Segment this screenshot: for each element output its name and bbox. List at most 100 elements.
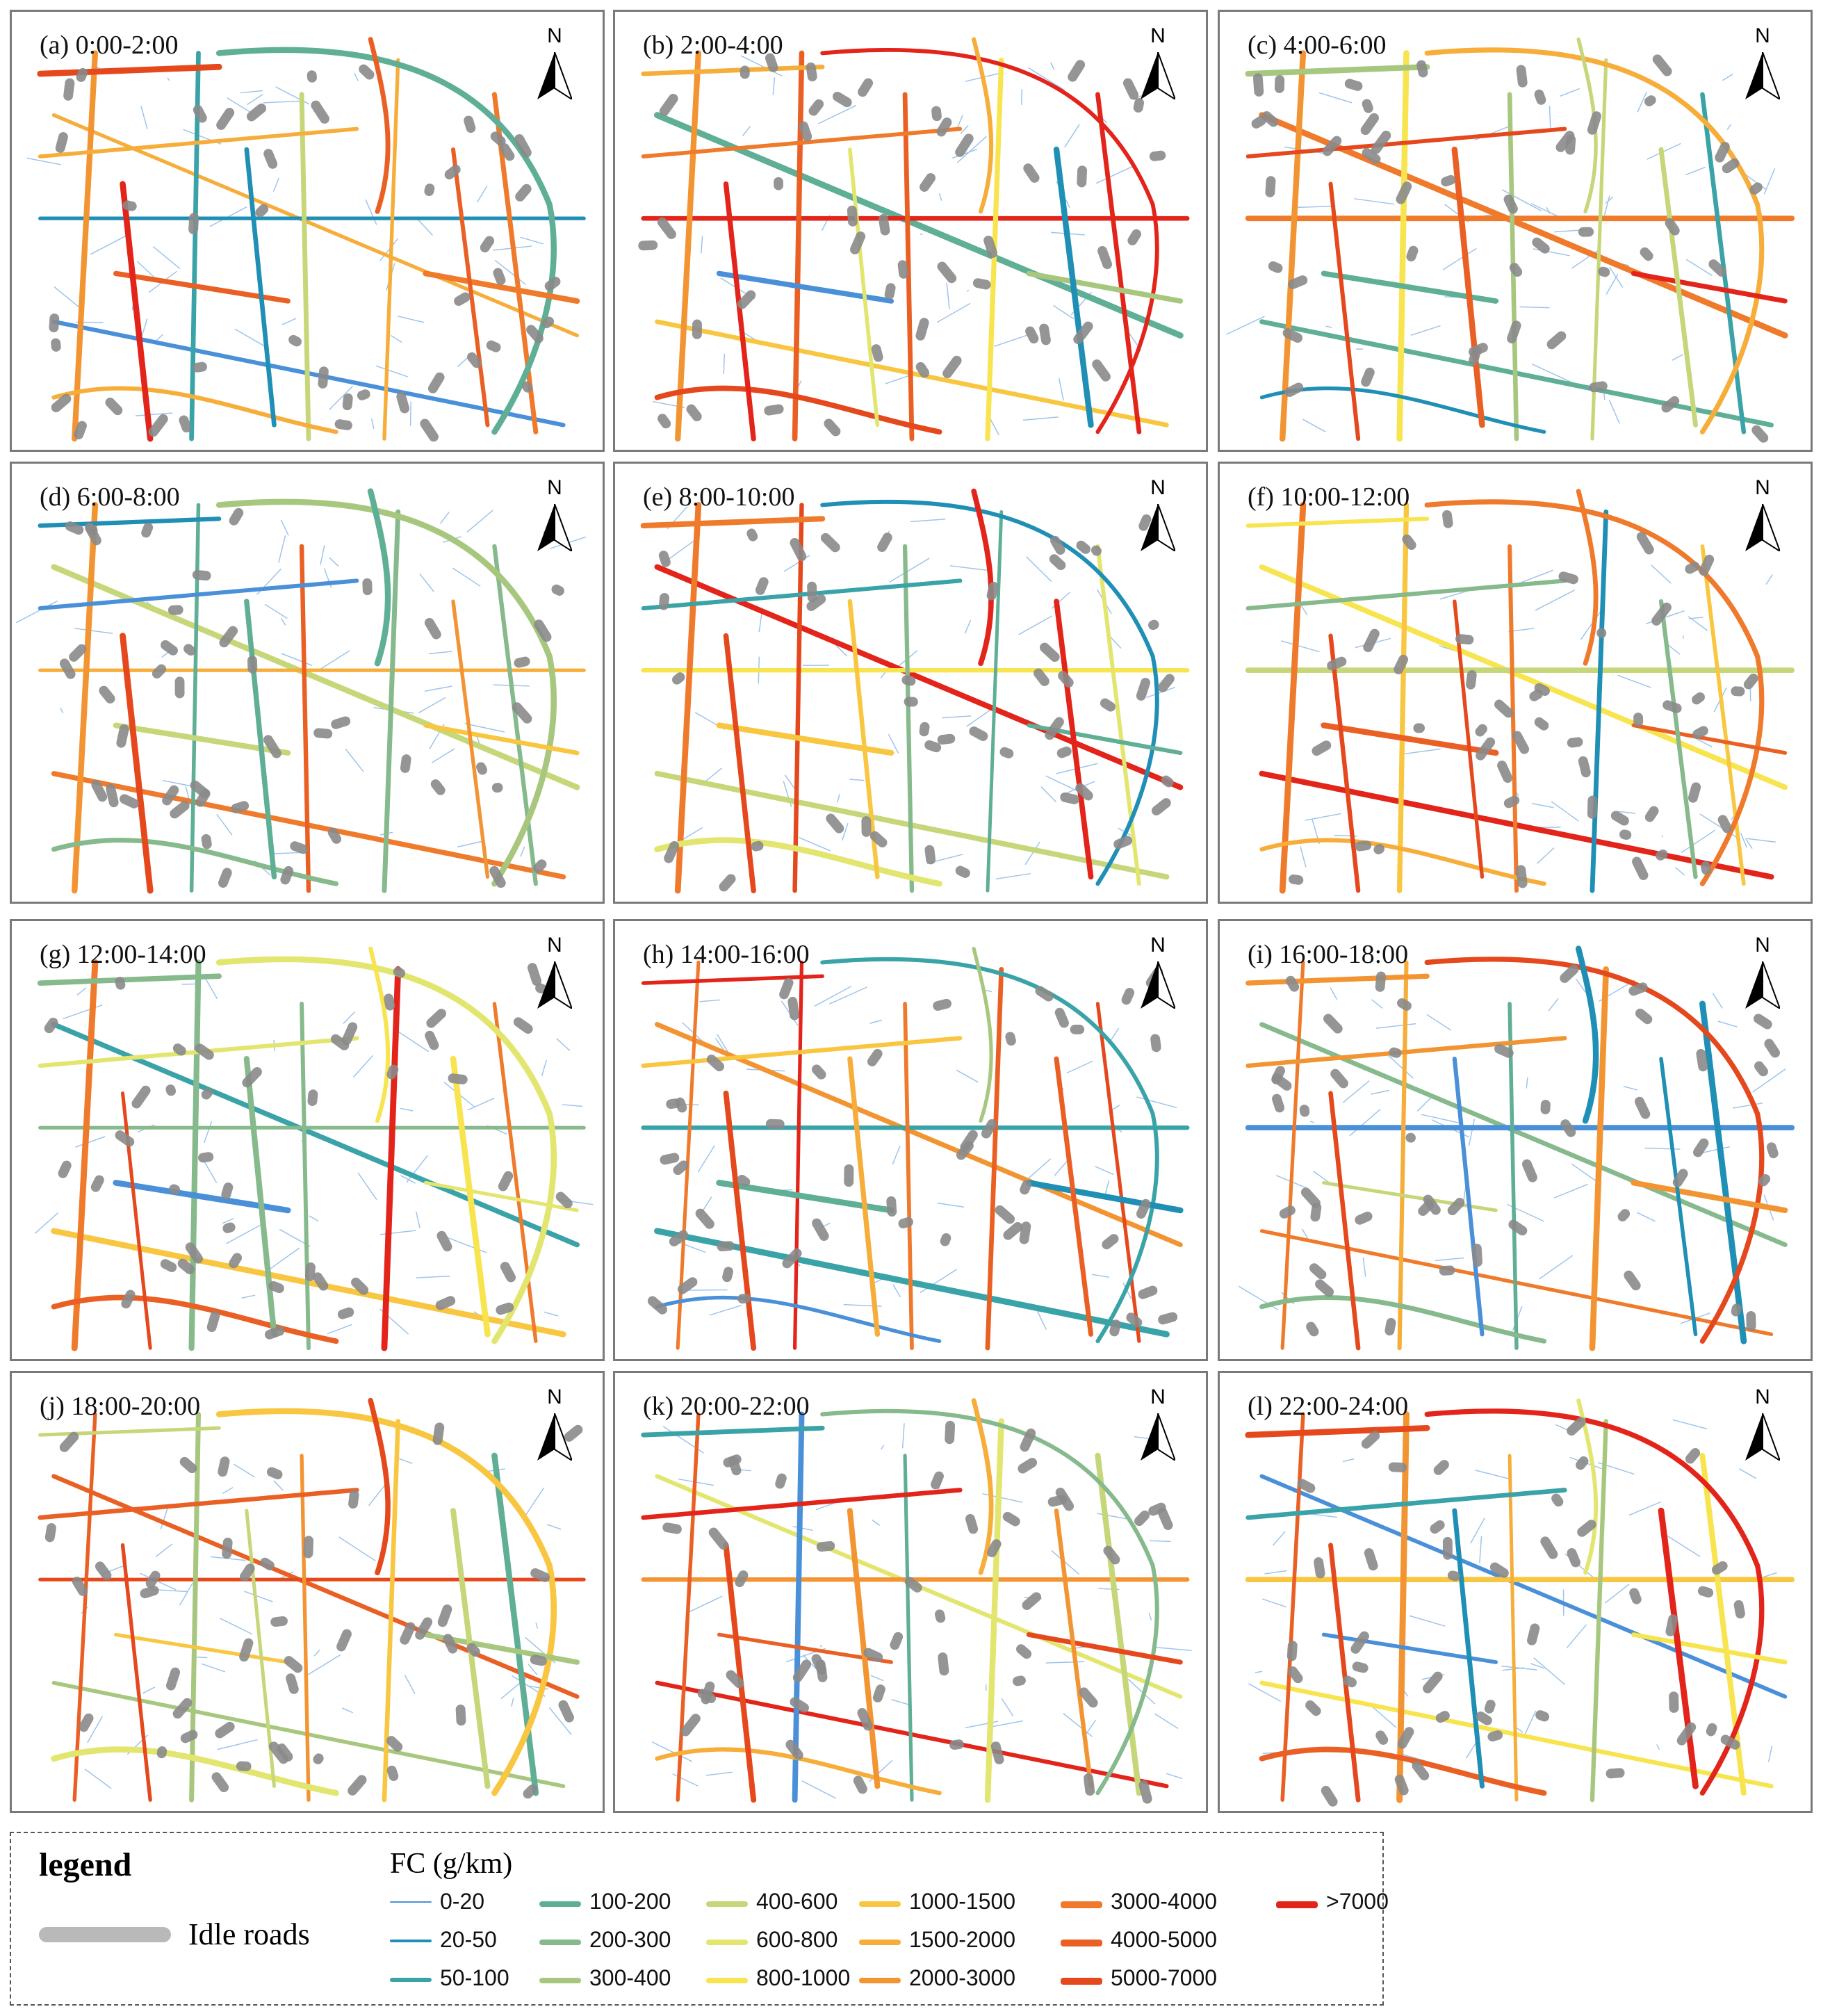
minor-road [357, 1172, 377, 1201]
idle-road [764, 404, 784, 416]
minor-road [705, 767, 723, 782]
idle-road [938, 1652, 949, 1676]
idle-road [1268, 261, 1283, 273]
road-segment [902, 544, 915, 893]
idle-road [931, 106, 942, 122]
idle-road [91, 779, 108, 802]
idle-road [1039, 642, 1060, 662]
minor-road [544, 1311, 559, 1317]
idle-road [44, 1523, 56, 1543]
minor-road [216, 813, 233, 836]
fc-legend-label: 1500-2000 [909, 1927, 1016, 1952]
minor-road [1531, 364, 1571, 383]
road-segment [1259, 1295, 1547, 1344]
idle-road [1100, 698, 1116, 712]
minor-road [889, 558, 930, 583]
fc-legend-swatch [539, 1901, 581, 1907]
minor-road [1040, 786, 1057, 803]
road-segment [368, 946, 391, 1123]
road-segment [1321, 722, 1499, 756]
idle-road [1297, 1479, 1316, 1493]
road-segment [641, 1036, 963, 1068]
idle-road [877, 533, 892, 552]
idle-road [1157, 674, 1175, 692]
idle-road [201, 834, 212, 850]
road-segment [792, 1411, 805, 1803]
panel-time-label: (j) 18:00-20:00 [40, 1392, 201, 1421]
minor-road [365, 199, 377, 225]
road-segment [1396, 502, 1410, 893]
road-segment [1699, 1000, 1747, 1344]
fc-legend-swatch [539, 1978, 581, 1983]
idle-road [1012, 1675, 1026, 1686]
idle-road [1109, 1319, 1121, 1337]
idle-road [1138, 1285, 1158, 1299]
fc-legend-label: 20-50 [440, 1927, 497, 1952]
idle-road [172, 1043, 186, 1056]
idle-road [400, 1622, 416, 1645]
idle-road [58, 1160, 72, 1178]
road-segment [985, 966, 1004, 1351]
idle-road [790, 1697, 809, 1713]
idle-road [1560, 964, 1579, 983]
idle-road [675, 1097, 687, 1113]
idle-road [160, 1259, 177, 1272]
idle-road [1321, 1785, 1338, 1807]
idle-road [313, 1272, 329, 1291]
idle-road [1494, 1043, 1514, 1058]
minor-road [1095, 165, 1134, 184]
road-network-map [1226, 37, 1795, 443]
idle-road [755, 577, 769, 595]
minor-road [1051, 1550, 1080, 1575]
idle-road [1002, 1511, 1020, 1527]
road-segment [903, 1001, 914, 1351]
idle-road [671, 672, 685, 685]
idle-road [1412, 1761, 1430, 1781]
idle-road [1375, 971, 1386, 992]
minor-road [1025, 556, 1052, 583]
idle-road [1133, 98, 1145, 113]
idle-road [1279, 1205, 1296, 1219]
minor-road [1409, 1615, 1446, 1627]
road-segment [1245, 1424, 1430, 1438]
idle-road [526, 325, 544, 343]
idle-road [1148, 1502, 1166, 1516]
minor-road [429, 651, 452, 655]
road-network-map [16, 488, 587, 894]
minor-road [247, 94, 263, 106]
idle-road [1272, 1094, 1284, 1113]
minor-road [222, 1218, 234, 1224]
idle-road [1685, 561, 1700, 574]
minor-road [1305, 813, 1341, 821]
minor-road [167, 77, 170, 81]
idle-road [165, 1667, 181, 1691]
idle-road [1489, 1562, 1509, 1578]
idle-road [878, 213, 890, 236]
north-label: N [1150, 1385, 1166, 1408]
idle-road [1261, 111, 1279, 127]
idle-road [1665, 218, 1680, 236]
idle-road [1019, 1221, 1031, 1244]
fc-legend-label: >7000 [1326, 1889, 1389, 1914]
road-segment [1259, 564, 1788, 790]
minor-road [1605, 196, 1614, 204]
panel-time-label: (a) 0:00-2:00 [40, 31, 179, 60]
idle-road [1092, 359, 1111, 382]
road-segment [1328, 1543, 1361, 1803]
idle-road [79, 1713, 94, 1732]
idle-road [1521, 1159, 1537, 1182]
idle-road [1484, 1700, 1496, 1714]
north-label: N [1150, 24, 1166, 47]
road-segment [1245, 64, 1430, 77]
minor-road [993, 333, 1031, 348]
idle-road [1512, 731, 1530, 754]
idle-road [1508, 1219, 1528, 1236]
minor-road [1647, 143, 1681, 160]
idle-road [172, 1698, 193, 1719]
minor-road [1435, 1257, 1464, 1262]
road-segment [1245, 973, 1430, 986]
minor-road [1747, 838, 1776, 843]
idle-road [1696, 1048, 1708, 1072]
idle-road [1285, 975, 1300, 992]
road-segment [723, 1090, 757, 1351]
